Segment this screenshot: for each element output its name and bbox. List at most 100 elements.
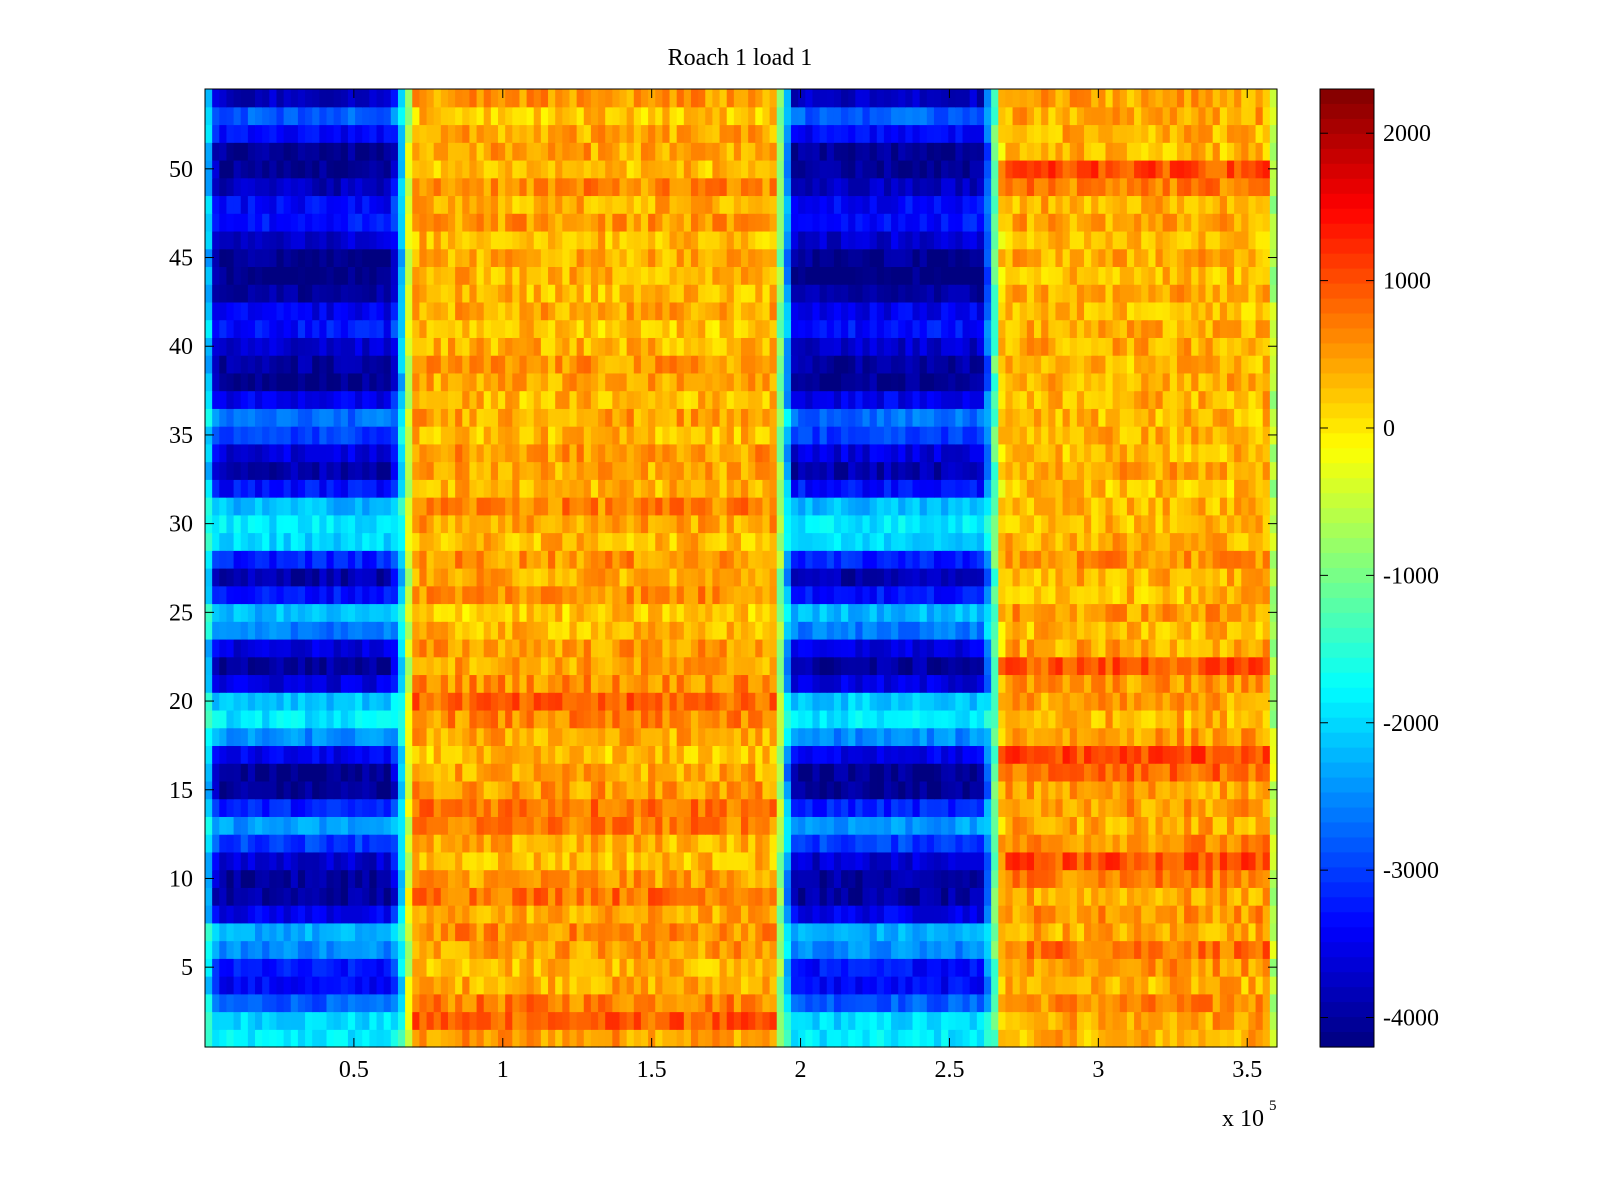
heatmap-cell (390, 656, 399, 676)
heatmap-cell (598, 1029, 606, 1048)
heatmap-cell (526, 976, 535, 995)
heatmap-cell (833, 550, 842, 569)
heatmap-cell (305, 621, 313, 640)
heatmap-cell (826, 674, 835, 693)
heatmap-cell (412, 763, 420, 782)
heatmap-cell (855, 940, 864, 959)
heatmap-cell (1055, 798, 1064, 817)
heatmap-cell (733, 532, 742, 551)
heatmap-cell (862, 905, 871, 924)
heatmap-cell (633, 568, 642, 587)
heatmap-cell (262, 638, 270, 658)
heatmap-cell (891, 834, 899, 853)
heatmap-cell (240, 621, 249, 640)
heatmap-cell (512, 922, 521, 942)
heatmap-cell (619, 958, 628, 977)
heatmap-cell (1234, 638, 1242, 658)
heatmap-cell (619, 745, 628, 764)
heatmap-cell (1241, 940, 1250, 959)
heatmap-cell (626, 550, 635, 569)
heatmap-cell (305, 461, 313, 480)
heatmap-cell (955, 532, 964, 551)
heatmap-cell (941, 780, 949, 800)
heatmap-cell (676, 550, 685, 569)
heatmap-cell (626, 656, 635, 676)
heatmap-cell (469, 709, 478, 729)
heatmap-cell (283, 514, 292, 534)
heatmap-cell (498, 514, 506, 534)
heatmap-cell (841, 709, 849, 729)
heatmap-cell (1198, 851, 1207, 871)
heatmap-cell (462, 550, 471, 569)
heatmap-cell (876, 1011, 885, 1030)
heatmap-cell (648, 780, 656, 800)
heatmap-cell (247, 976, 256, 995)
heatmap-cell (376, 621, 385, 640)
heatmap-cell (226, 887, 235, 906)
heatmap-cell (862, 656, 871, 676)
heatmap-cell (969, 940, 978, 959)
heatmap-cell (562, 993, 571, 1013)
heatmap-cell (1012, 568, 1021, 587)
heatmap-cell (1155, 550, 1164, 569)
heatmap-cell (655, 1011, 663, 1030)
heatmap-cell (1012, 603, 1021, 622)
heatmap-cell (833, 603, 842, 622)
heatmap-cell (676, 1029, 685, 1048)
heatmap-cell (1055, 638, 1064, 658)
heatmap-cell (1105, 692, 1114, 711)
heatmap-cell (676, 674, 685, 693)
heatmap-cell (1191, 780, 1199, 800)
heatmap-cell (798, 976, 806, 995)
heatmap-cell (1019, 514, 1028, 534)
heatmap-cell (1076, 869, 1085, 888)
heatmap-cell (347, 958, 356, 977)
heatmap-cell (440, 976, 449, 995)
heatmap-cell (1084, 958, 1092, 977)
heatmap-cell (1141, 621, 1149, 640)
heatmap-cell (1091, 763, 1099, 782)
heatmap-cell (576, 479, 585, 498)
heatmap-cell (1176, 869, 1185, 888)
heatmap-cell (848, 780, 856, 800)
heatmap-cell (1084, 745, 1092, 764)
heatmap-cell (926, 532, 935, 551)
heatmap-cell (226, 976, 235, 995)
heatmap-cell (626, 905, 635, 924)
heatmap-cell (276, 1011, 285, 1030)
heatmap-cell (290, 638, 299, 658)
heatmap-cell (247, 638, 256, 658)
heatmap-cell (548, 603, 556, 622)
heatmap-cell (455, 851, 463, 871)
heatmap-cell (533, 798, 542, 817)
heatmap-cell (469, 976, 478, 995)
heatmap-cell (362, 763, 370, 782)
heatmap-cell (419, 834, 428, 853)
heatmap-cell (862, 514, 871, 534)
heatmap-cell (798, 940, 806, 959)
heatmap-cell (819, 479, 828, 498)
heatmap-cell (340, 514, 349, 534)
heatmap-cell (712, 568, 721, 587)
heatmap-cell (983, 816, 992, 835)
heatmap-cell (462, 1029, 471, 1048)
heatmap-cell (1155, 585, 1164, 605)
heatmap-cell (1126, 692, 1135, 711)
heatmap-cell (805, 745, 814, 764)
heatmap-cell (405, 692, 413, 711)
heatmap-cell (1091, 976, 1099, 995)
heatmap-cell (562, 674, 571, 693)
heatmap-cell (841, 745, 849, 764)
heatmap-cell (626, 798, 635, 817)
heatmap-cell (905, 1011, 914, 1030)
heatmap-cell (519, 692, 528, 711)
heatmap-cell (1226, 745, 1235, 764)
heatmap-cell (469, 798, 478, 817)
heatmap-cell (269, 674, 278, 693)
heatmap-cell (855, 1011, 864, 1030)
heatmap-cell (719, 709, 728, 729)
heatmap-cell (1226, 674, 1235, 693)
heatmap-cell (676, 479, 685, 498)
heatmap-cell (305, 532, 313, 551)
heatmap-cell (1248, 993, 1257, 1013)
